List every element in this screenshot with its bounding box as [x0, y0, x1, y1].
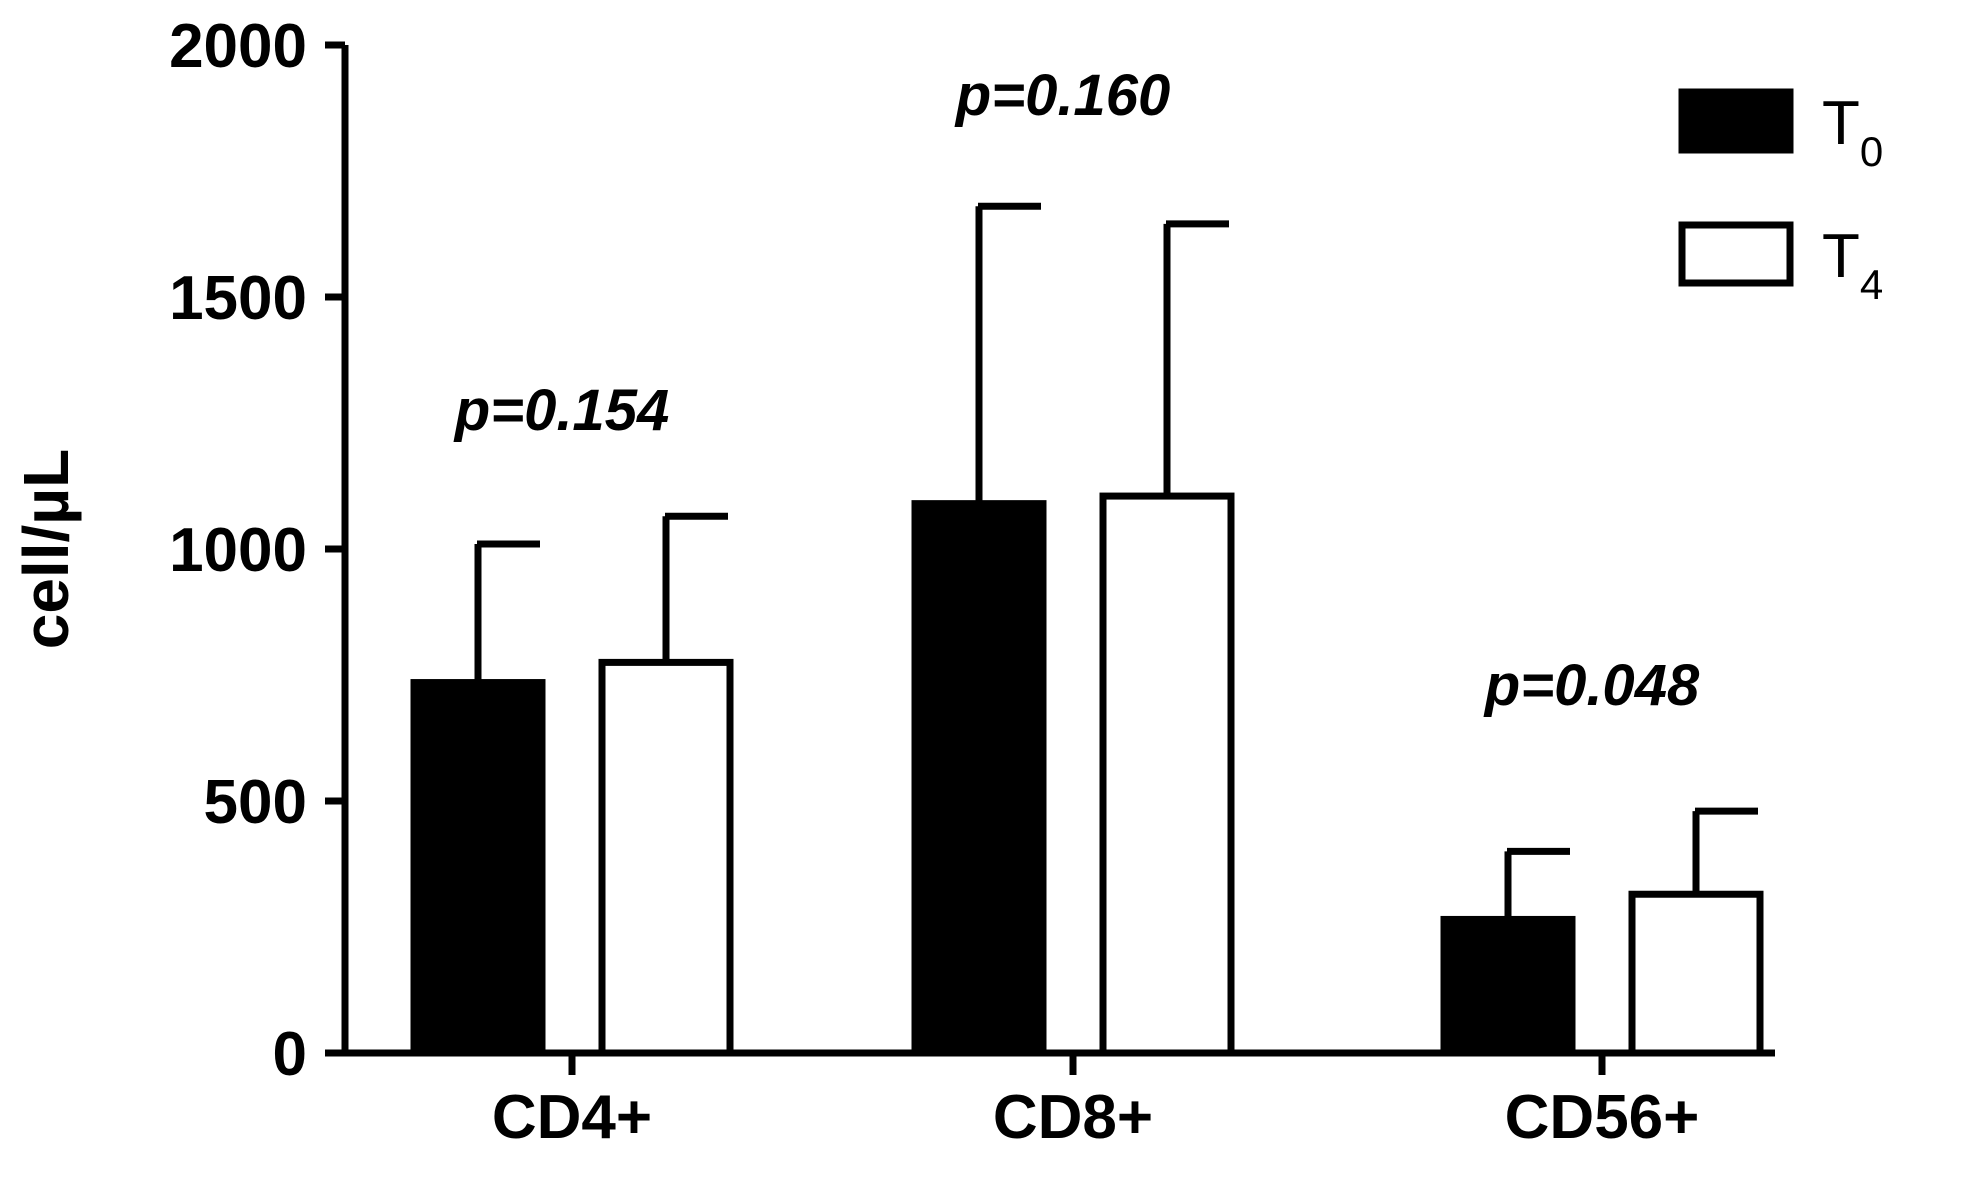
legend-label: T0 [1822, 89, 1883, 175]
bar-t0 [410, 679, 546, 1057]
y-tick-label: 1000 [169, 516, 307, 585]
legend-label: T4 [1822, 222, 1883, 308]
bar-t0 [1440, 915, 1576, 1057]
p-value-label: p=0.154 [453, 378, 669, 443]
y-tick-label: 2000 [169, 12, 307, 81]
p-value-label: p=0.048 [1483, 653, 1700, 718]
y-tick-label: 500 [204, 768, 307, 837]
legend: T0 T4 [1678, 88, 1883, 308]
annotations: p=0.154 p=0.160 p=0.048 [453, 63, 1700, 718]
bars [410, 202, 1764, 1057]
y-tick-label: 1500 [169, 264, 307, 333]
bar-t4 [598, 658, 734, 1057]
x-tick-label: CD56+ [1505, 1083, 1700, 1152]
p-value-label: p=0.160 [954, 63, 1170, 128]
y-tick-label: 0 [273, 1020, 307, 1089]
legend-swatch [1678, 88, 1794, 154]
bar-t0 [911, 500, 1047, 1057]
bar-t4 [1099, 492, 1235, 1057]
axes: 0 500 1000 1500 2000 CD4+ CD8+ CD56+ [169, 12, 1775, 1152]
x-tick-label: CD8+ [993, 1083, 1153, 1152]
legend-swatch [1678, 221, 1794, 287]
bar-t4 [1628, 890, 1764, 1057]
y-axis-label: cell/µL [10, 449, 82, 650]
x-tick-label: CD4+ [492, 1083, 652, 1152]
